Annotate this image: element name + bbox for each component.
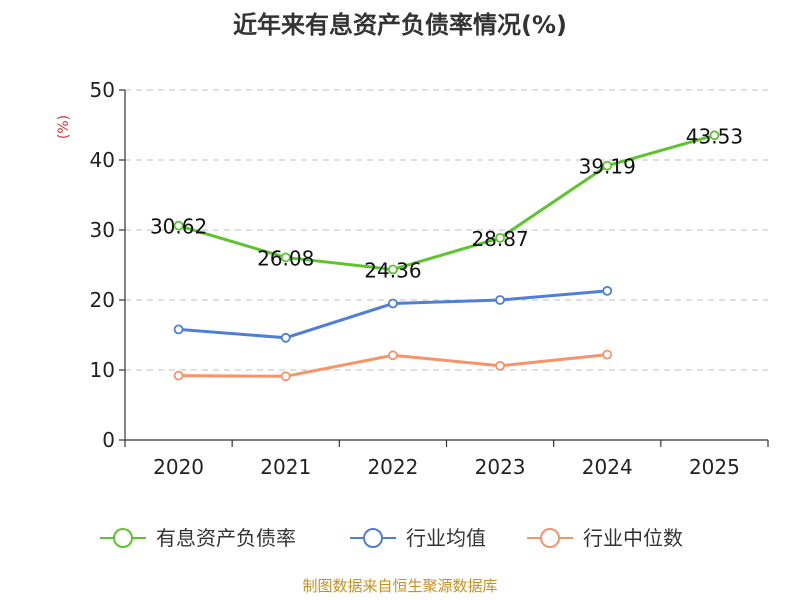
x-tick-label: 2021: [260, 455, 311, 479]
data-point-1-4: [602, 285, 613, 296]
data-point-2-4: [602, 349, 613, 360]
legend-label-0: 有息资产负债率: [156, 526, 296, 550]
data-point-2-1: [280, 371, 291, 382]
data-point-1-0: [173, 324, 184, 335]
y-tick-label: 0: [102, 428, 115, 452]
legend-marker-0: [113, 528, 133, 548]
data-label: 30.62: [150, 215, 207, 239]
x-tick-label: 2024: [582, 455, 633, 479]
data-point-0-0: [173, 220, 184, 231]
x-tick-label: 2022: [367, 455, 418, 479]
data-label: 43.53: [686, 124, 743, 148]
y-tick-label: 20: [90, 288, 115, 312]
legend: 有息资产负债率 行业均值 行业中位数: [100, 526, 683, 550]
y-tick-label: 50: [90, 78, 115, 102]
data-label: 24.36: [364, 258, 421, 282]
data-point-2-3: [495, 360, 505, 371]
data-point-0-2: [388, 264, 398, 275]
data-label: 39.19: [579, 155, 636, 179]
data-point-0-1: [280, 252, 291, 263]
data-point-0-5: [709, 130, 720, 141]
series-line-0: [178, 133, 715, 271]
data-point-2-0: [173, 370, 184, 381]
chart-title: 近年来有息资产负债率情况(%): [233, 11, 567, 39]
data-labels: 30.62 26.08 24.36 28.87 39.19 43.53: [150, 124, 743, 282]
y-axis-ticks: 0 10 20 30 40 50: [90, 78, 125, 452]
source-note: 制图数据来自恒生聚源数据库: [302, 577, 497, 595]
x-tick-label: 2025: [689, 455, 740, 479]
legend-label-2: 行业中位数: [583, 526, 683, 550]
x-tick-label: 2023: [475, 455, 526, 479]
y-tick-label: 40: [90, 148, 115, 172]
data-label: 26.08: [257, 246, 314, 270]
series-line-1: [178, 289, 608, 340]
data-point-2-2: [388, 350, 398, 361]
legend-label-1: 行业均值: [406, 526, 486, 550]
y-tick-label: 30: [90, 218, 115, 242]
data-point-0-4: [602, 160, 613, 171]
x-tick-label: 2020: [153, 455, 204, 479]
data-point-1-1: [280, 332, 291, 343]
axes: [124, 90, 768, 441]
y-axis-unit: (%): [56, 115, 72, 139]
data-point-1-2: [388, 298, 398, 309]
x-axis-ticks: 2020 2021 2022 2023 2024 2025: [124, 440, 769, 479]
grid-lines: [125, 89, 768, 371]
y-tick-label: 10: [90, 358, 115, 382]
legend-marker-2: [540, 528, 560, 548]
data-point-0-3: [495, 233, 505, 243]
legend-marker-1: [363, 528, 383, 548]
series-layer: [173, 130, 720, 382]
data-label: 28.87: [471, 227, 528, 251]
data-point-1-3: [495, 295, 505, 305]
